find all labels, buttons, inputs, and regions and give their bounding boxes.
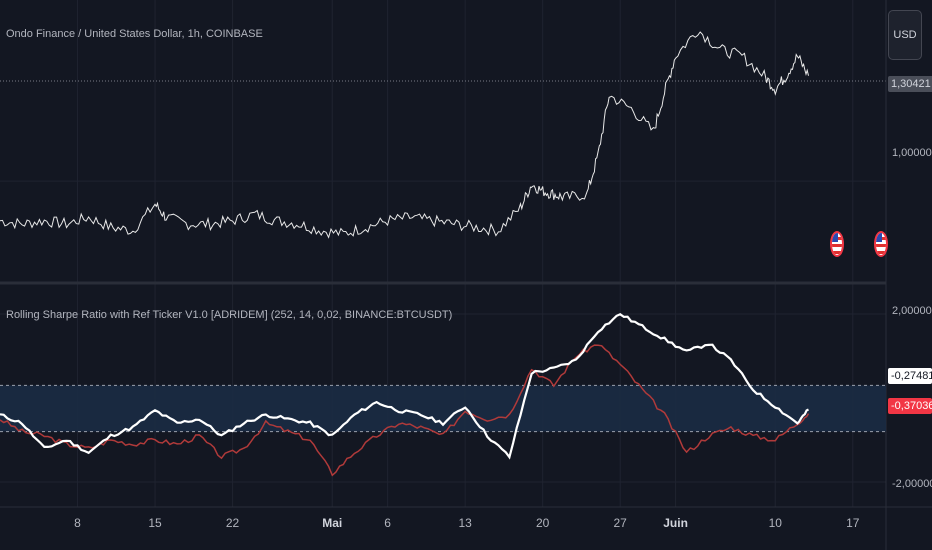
grid-lines	[0, 0, 886, 507]
sharpe-line[interactable]	[0, 313, 809, 460]
price-axis-label: 1,00000	[892, 147, 932, 159]
time-axis-label: 8	[74, 516, 81, 530]
currency-button[interactable]: USD	[888, 10, 922, 60]
time-axis-label: 6	[384, 516, 391, 530]
sharpe-last-badge: -0,27481	[888, 368, 932, 384]
ref-last-badge: -0,37036	[888, 398, 932, 414]
time-axis-label: 17	[846, 516, 860, 530]
time-axis-label: Mai	[322, 516, 343, 530]
us-flag-event-icon[interactable]	[830, 231, 844, 257]
ref-sharpe-line[interactable]	[0, 344, 810, 477]
time-axis-label: 27	[613, 516, 627, 530]
main-chart-title: Ondo Finance / United States Dollar, 1h,…	[6, 28, 263, 40]
time-axis-label: Juin	[663, 516, 688, 530]
indicator-title: Rolling Sharpe Ratio with Ref Ticker V1.…	[6, 309, 453, 321]
indicator-axis-label-bottom: -2,00000	[892, 478, 932, 490]
time-axis-label: 22	[225, 516, 240, 530]
time-axis-label: 13	[458, 516, 472, 530]
price-series-line[interactable]	[0, 31, 809, 239]
time-axis-label: 20	[535, 516, 550, 530]
us-flag-event-icon[interactable]	[874, 231, 888, 257]
indicator-axis-label-top: 2,00000	[892, 305, 932, 317]
last-price-badge: 1,30421	[888, 76, 932, 92]
time-axis-label: 15	[148, 516, 162, 530]
price-pane[interactable]	[0, 31, 809, 239]
indicator-pane[interactable]	[0, 313, 886, 477]
time-axis-label: 10	[768, 516, 782, 530]
